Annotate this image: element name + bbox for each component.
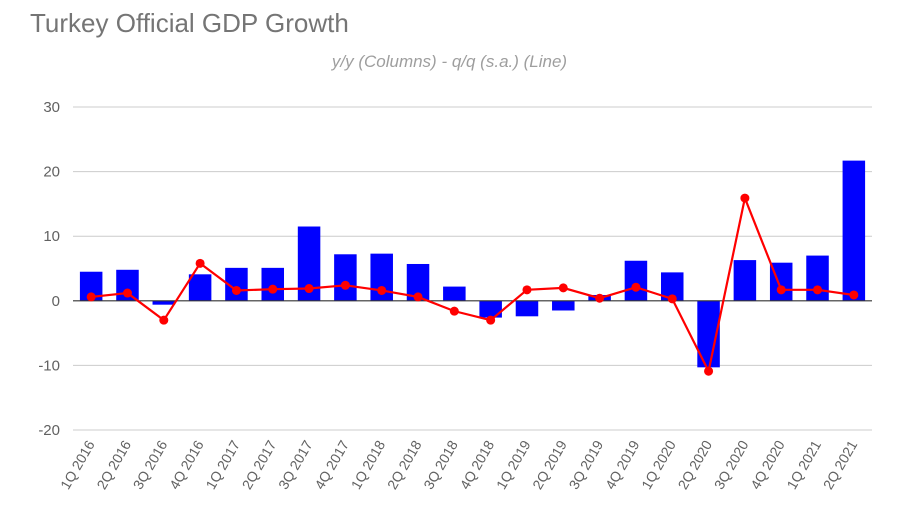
bar: [188, 274, 212, 301]
bar: [79, 271, 103, 301]
x-tick-label: 1Q 2019: [493, 437, 534, 492]
line-point: [776, 285, 786, 295]
y-tick-label: 0: [52, 293, 60, 310]
line-point: [268, 284, 278, 294]
x-tick-label: 3Q 2019: [565, 437, 606, 492]
bar: [406, 263, 430, 301]
bar: [334, 254, 357, 301]
x-tick-label: 4Q 2016: [166, 437, 207, 492]
bar: [733, 260, 757, 301]
x-tick-label: 3Q 2020: [711, 437, 752, 492]
line-point: [486, 315, 496, 325]
bar: [479, 300, 502, 318]
line-point: [740, 193, 750, 203]
x-tick-label: 4Q 2018: [457, 437, 498, 492]
x-tick-label: 2Q 2020: [674, 437, 715, 492]
bar: [842, 160, 866, 301]
line-point: [849, 290, 859, 300]
line-point: [558, 283, 568, 293]
line-point: [231, 285, 241, 295]
bar: [660, 272, 684, 301]
line-point: [595, 293, 605, 303]
chart-title: Turkey Official GDP Growth: [30, 8, 349, 38]
x-tick-label: 1Q 2021: [783, 437, 824, 492]
x-tick-label: 3Q 2018: [420, 437, 461, 492]
x-tick-label: 1Q 2017: [202, 437, 243, 492]
x-tick-label: 2Q 2018: [384, 437, 425, 492]
line-point: [340, 280, 350, 290]
bar: [552, 300, 575, 311]
x-tick-label: 1Q 2016: [57, 437, 98, 492]
line-point: [304, 284, 314, 294]
y-tick-label: 20: [43, 164, 60, 181]
line-point: [159, 315, 169, 325]
bar: [297, 226, 321, 301]
line-point: [704, 366, 714, 376]
bar: [225, 267, 248, 301]
line-point: [667, 294, 677, 304]
line-point: [631, 282, 641, 292]
x-tick-label: 1Q 2020: [638, 437, 679, 492]
x-tick-label: 4Q 2017: [311, 437, 352, 492]
line-point: [86, 292, 96, 302]
line-point: [813, 285, 823, 295]
x-tick-label: 4Q 2019: [602, 437, 643, 492]
bar: [261, 267, 285, 301]
y-tick-label: -20: [38, 422, 60, 439]
bar: [624, 260, 648, 301]
y-tick-label: -10: [38, 357, 60, 374]
x-tick-label: 2Q 2019: [529, 437, 570, 492]
y-tick-label: 30: [43, 99, 60, 116]
x-tick-label: 3Q 2017: [275, 437, 316, 492]
line-point: [449, 306, 459, 316]
chart-subtitle: y/y (Columns) - q/q (s.a.) (Line): [331, 52, 568, 71]
line-point: [522, 285, 532, 295]
line-point: [413, 292, 423, 302]
bar: [769, 262, 793, 301]
bar: [443, 286, 466, 301]
bar: [152, 300, 176, 305]
x-tick-label: 4Q 2020: [747, 437, 788, 492]
bar: [515, 300, 539, 317]
x-tick-label: 1Q 2018: [348, 437, 389, 492]
x-tick-label: 2Q 2016: [93, 437, 134, 492]
bar: [697, 300, 720, 368]
y-tick-label: 10: [43, 228, 60, 245]
x-tick-label: 2Q 2021: [820, 437, 861, 492]
x-tick-label: 2Q 2017: [239, 437, 280, 492]
line-point: [122, 288, 132, 298]
x-tick-label: 3Q 2016: [130, 437, 171, 492]
series-line: [91, 194, 854, 375]
line-point: [377, 285, 387, 295]
line-point: [195, 258, 205, 268]
